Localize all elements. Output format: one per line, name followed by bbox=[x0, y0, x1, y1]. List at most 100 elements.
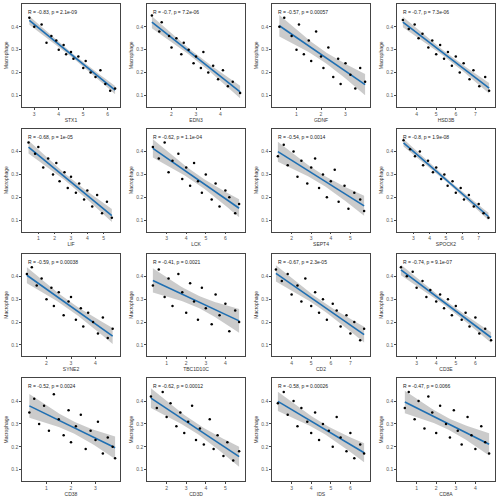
svg-text:6: 6 bbox=[474, 360, 477, 366]
svg-text:5: 5 bbox=[454, 360, 457, 366]
svg-text:LCK: LCK bbox=[191, 241, 201, 247]
svg-text:Macrophage: Macrophage bbox=[378, 416, 384, 444]
svg-text:5: 5 bbox=[310, 360, 313, 366]
svg-text:7: 7 bbox=[477, 235, 480, 241]
svg-text:STX1: STX1 bbox=[65, 117, 78, 123]
svg-text:1: 1 bbox=[37, 235, 40, 241]
svg-text:CD2: CD2 bbox=[316, 366, 326, 372]
svg-text:2: 2 bbox=[53, 235, 56, 241]
svg-text:0.1: 0.1 bbox=[386, 342, 393, 348]
svg-text:R = -0.59, p = 0.00038: R = -0.59, p = 0.00038 bbox=[28, 259, 78, 265]
svg-text:TBC1D10C: TBC1D10C bbox=[183, 366, 209, 372]
svg-text:CD38: CD38 bbox=[65, 491, 78, 497]
svg-text:3: 3 bbox=[454, 485, 457, 491]
svg-text:R = -0.83, p = 2.1e-09: R = -0.83, p = 2.1e-09 bbox=[28, 9, 77, 15]
svg-text:R = -0.62, p = 1.1e-04: R = -0.62, p = 1.1e-04 bbox=[153, 134, 202, 140]
svg-text:R = -0.52, p = 0.0024: R = -0.52, p = 0.0024 bbox=[28, 383, 75, 389]
svg-text:Macrophage: Macrophage bbox=[378, 291, 384, 319]
svg-text:0.4: 0.4 bbox=[261, 24, 268, 30]
svg-text:3: 3 bbox=[415, 360, 418, 366]
svg-text:2: 2 bbox=[170, 111, 173, 117]
svg-text:4: 4 bbox=[310, 485, 313, 491]
svg-text:1: 1 bbox=[45, 485, 48, 491]
svg-text:2: 2 bbox=[165, 485, 168, 491]
svg-text:Macrophage: Macrophage bbox=[128, 41, 134, 69]
svg-text:0.4: 0.4 bbox=[261, 273, 268, 279]
svg-text:0.1: 0.1 bbox=[261, 466, 268, 472]
svg-text:4: 4 bbox=[290, 360, 293, 366]
svg-text:0.1: 0.1 bbox=[136, 92, 143, 98]
svg-text:0.4: 0.4 bbox=[11, 398, 18, 404]
svg-text:3: 3 bbox=[344, 111, 347, 117]
svg-text:0.3: 0.3 bbox=[386, 46, 393, 52]
svg-text:R = -0.7, p = 7.2e-06: R = -0.7, p = 7.2e-06 bbox=[153, 9, 199, 15]
svg-text:3: 3 bbox=[165, 235, 168, 241]
svg-text:0.1: 0.1 bbox=[136, 342, 143, 348]
svg-text:Macrophage: Macrophage bbox=[128, 291, 134, 319]
svg-text:0.3: 0.3 bbox=[386, 421, 393, 427]
svg-text:R = -0.7, p = 7.3e-06: R = -0.7, p = 7.3e-06 bbox=[403, 9, 449, 15]
svg-text:Macrophage: Macrophage bbox=[253, 416, 259, 444]
svg-text:0.1: 0.1 bbox=[11, 217, 18, 223]
svg-text:4: 4 bbox=[185, 235, 188, 241]
svg-text:Macrophage: Macrophage bbox=[3, 166, 9, 194]
svg-text:5: 5 bbox=[329, 485, 332, 491]
svg-text:LIF: LIF bbox=[67, 241, 74, 247]
svg-text:0.2: 0.2 bbox=[386, 69, 393, 75]
svg-text:0.4: 0.4 bbox=[136, 148, 143, 154]
svg-text:SEPT4: SEPT4 bbox=[313, 241, 329, 247]
svg-text:0.4: 0.4 bbox=[386, 24, 393, 30]
svg-text:Macrophage: Macrophage bbox=[128, 416, 134, 444]
svg-text:0.4: 0.4 bbox=[136, 398, 143, 404]
svg-text:0.4: 0.4 bbox=[11, 148, 18, 154]
svg-text:CD3E: CD3E bbox=[439, 366, 453, 372]
svg-text:0.2: 0.2 bbox=[261, 194, 268, 200]
svg-text:5: 5 bbox=[102, 235, 105, 241]
svg-text:1: 1 bbox=[415, 485, 418, 491]
svg-text:0.4: 0.4 bbox=[386, 273, 393, 279]
svg-text:5: 5 bbox=[224, 485, 227, 491]
svg-text:3: 3 bbox=[33, 111, 36, 117]
svg-text:0.1: 0.1 bbox=[11, 342, 18, 348]
svg-text:0.4: 0.4 bbox=[11, 273, 18, 279]
svg-text:0.4: 0.4 bbox=[11, 24, 18, 30]
svg-text:0.3: 0.3 bbox=[386, 171, 393, 177]
svg-text:6: 6 bbox=[329, 360, 332, 366]
svg-text:4: 4 bbox=[435, 360, 438, 366]
svg-text:0.2: 0.2 bbox=[136, 444, 143, 450]
svg-text:0.3: 0.3 bbox=[136, 46, 143, 52]
svg-text:Macrophage: Macrophage bbox=[378, 166, 384, 194]
svg-text:Macrophage: Macrophage bbox=[3, 416, 9, 444]
svg-text:0.3: 0.3 bbox=[261, 46, 268, 52]
svg-text:0.2: 0.2 bbox=[386, 444, 393, 450]
svg-text:0.3: 0.3 bbox=[11, 296, 18, 302]
svg-text:2: 2 bbox=[435, 485, 438, 491]
svg-text:R = -0.57, p = 0.00057: R = -0.57, p = 0.00057 bbox=[278, 9, 328, 15]
svg-text:4: 4 bbox=[94, 360, 97, 366]
svg-text:0.3: 0.3 bbox=[11, 46, 18, 52]
svg-text:0.3: 0.3 bbox=[261, 421, 268, 427]
svg-text:0.3: 0.3 bbox=[386, 296, 393, 302]
svg-text:0.2: 0.2 bbox=[11, 444, 18, 450]
svg-text:CD8A: CD8A bbox=[439, 491, 453, 497]
svg-text:0.2: 0.2 bbox=[261, 319, 268, 325]
svg-text:2: 2 bbox=[290, 235, 293, 241]
svg-text:4: 4 bbox=[474, 485, 477, 491]
svg-text:Macrophage: Macrophage bbox=[3, 291, 9, 319]
svg-text:R = -0.47, p = 0.0066: R = -0.47, p = 0.0066 bbox=[403, 383, 450, 389]
svg-text:7: 7 bbox=[349, 360, 352, 366]
svg-text:5: 5 bbox=[349, 235, 352, 241]
svg-text:0.1: 0.1 bbox=[11, 92, 18, 98]
svg-text:0.3: 0.3 bbox=[136, 171, 143, 177]
svg-text:Macrophage: Macrophage bbox=[253, 41, 259, 69]
svg-text:R = -0.62, p = 0.00012: R = -0.62, p = 0.00012 bbox=[153, 383, 203, 389]
svg-text:4: 4 bbox=[428, 235, 431, 241]
svg-text:CD3D: CD3D bbox=[189, 491, 203, 497]
svg-text:1: 1 bbox=[295, 111, 298, 117]
svg-text:SPOCK2: SPOCK2 bbox=[436, 241, 457, 247]
svg-text:2: 2 bbox=[185, 360, 188, 366]
svg-text:Macrophage: Macrophage bbox=[253, 291, 259, 319]
svg-text:0.2: 0.2 bbox=[386, 319, 393, 325]
svg-text:Macrophage: Macrophage bbox=[3, 41, 9, 69]
svg-text:0.2: 0.2 bbox=[11, 69, 18, 75]
